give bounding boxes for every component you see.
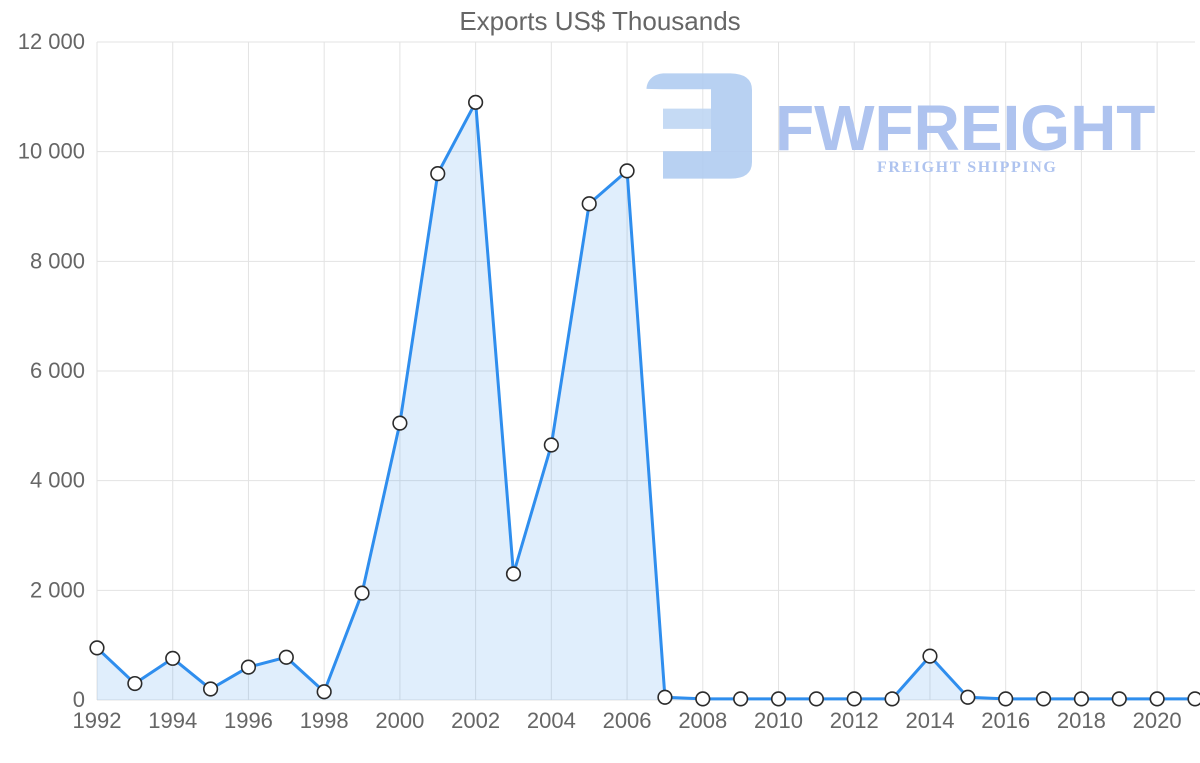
svg-text:2014: 2014 — [905, 708, 954, 733]
svg-text:2016: 2016 — [981, 708, 1030, 733]
svg-text:2018: 2018 — [1057, 708, 1106, 733]
svg-text:1994: 1994 — [148, 708, 197, 733]
svg-text:2010: 2010 — [754, 708, 803, 733]
svg-text:2004: 2004 — [527, 708, 576, 733]
svg-text:1992: 1992 — [73, 708, 122, 733]
svg-text:1996: 1996 — [224, 708, 273, 733]
svg-text:8 000: 8 000 — [30, 248, 85, 273]
svg-text:2012: 2012 — [830, 708, 879, 733]
svg-text:2006: 2006 — [603, 708, 652, 733]
svg-text:2000: 2000 — [375, 708, 424, 733]
svg-text:4 000: 4 000 — [30, 468, 85, 493]
svg-text:2020: 2020 — [1133, 708, 1182, 733]
svg-text:2008: 2008 — [678, 708, 727, 733]
svg-text:2 000: 2 000 — [30, 577, 85, 602]
svg-text:10 000: 10 000 — [18, 139, 85, 164]
svg-text:1998: 1998 — [300, 708, 349, 733]
svg-text:2002: 2002 — [451, 708, 500, 733]
svg-text:6 000: 6 000 — [30, 358, 85, 383]
